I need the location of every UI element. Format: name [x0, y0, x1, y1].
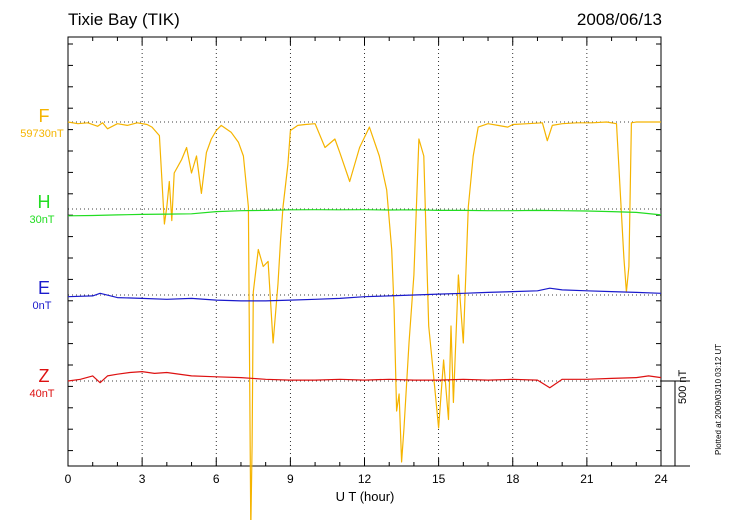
channel-baseline-z: 40nT [29, 388, 55, 400]
x-tick-label: 18 [506, 472, 520, 486]
channel-name-e: E [37, 278, 50, 298]
channel-baseline-h: 30nT [29, 214, 55, 226]
plotted-timestamp: Plotted at 2009/03/10 03:12 UT [714, 343, 723, 455]
channel-baseline-e: 0nT [32, 300, 52, 312]
channel-baseline-f: 59730nT [20, 128, 64, 140]
baseline-lines [68, 121, 661, 382]
chart-title: Tixie Bay (TIK) [68, 10, 180, 29]
x-tick-label: 9 [287, 472, 294, 486]
series-f [67, 121, 661, 520]
series-z [67, 371, 662, 389]
grid-lines [141, 37, 588, 466]
x-tick-label: 21 [580, 472, 594, 486]
x-tick-label: 6 [213, 472, 220, 486]
x-tick-labels: 0 3 6 9 12 15 18 21 24 [65, 472, 668, 486]
scale-bar-label: 500 nT [677, 369, 689, 404]
x-tick-label: 24 [654, 472, 668, 486]
x-tick-label: 3 [139, 472, 146, 486]
chart-date: 2008/06/13 [576, 10, 662, 29]
channel-name-z: Z [38, 366, 50, 386]
x-axis-label: U T (hour) [335, 489, 395, 504]
series-h [67, 209, 662, 217]
series-e [67, 287, 662, 302]
channel-name-h: H [37, 192, 51, 212]
x-tick-label: 12 [358, 472, 372, 486]
x-tick-label: 0 [65, 472, 72, 486]
scale-bar [661, 380, 690, 467]
series-layer [67, 121, 662, 520]
channel-name-f: F [38, 106, 50, 126]
x-tick-label: 15 [432, 472, 446, 486]
